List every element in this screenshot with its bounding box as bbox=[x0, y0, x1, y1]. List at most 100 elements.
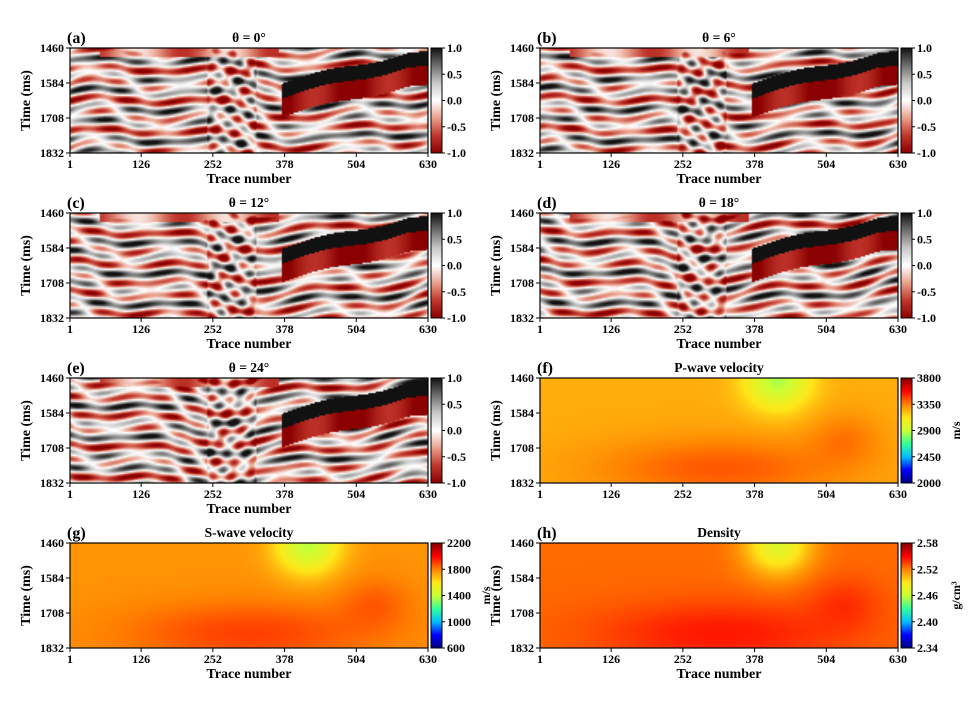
y-axis-label: Time (ms) bbox=[489, 400, 504, 461]
plot-frame bbox=[539, 377, 899, 484]
x-tick-label: 378 bbox=[746, 157, 764, 171]
x-tick-label: 252 bbox=[204, 652, 222, 666]
x-tick-label: 1 bbox=[67, 157, 73, 171]
colorbar-tick-label: -0.5 bbox=[917, 285, 936, 299]
panel-label: (a) bbox=[67, 30, 86, 47]
x-tick-label: 504 bbox=[347, 322, 365, 336]
colorbar bbox=[900, 377, 913, 484]
x-tick-label: 126 bbox=[132, 487, 150, 501]
colorbar-tick-label: 1000 bbox=[447, 615, 471, 629]
y-tick-label: 1708 bbox=[40, 276, 64, 290]
x-axis-label: Trace number bbox=[677, 172, 762, 187]
colorbar-tick-label: 3350 bbox=[917, 397, 941, 411]
colorbar-tick-label: 2200 bbox=[447, 536, 471, 550]
colorbar-tick-label: 0.0 bbox=[447, 259, 462, 273]
panel-h: (h) Density 1 126 252 378 504 630 1460 1584 1708 18… bbox=[489, 525, 963, 682]
y-tick-label: 1584 bbox=[40, 76, 64, 90]
y-tick-label: 1460 bbox=[40, 371, 64, 385]
y-tick-label: 1460 bbox=[40, 206, 64, 220]
plot-frame bbox=[539, 542, 899, 649]
colorbar-tick-label: -1.0 bbox=[917, 146, 936, 160]
panel-c: (c) θ = 12° 1 126 252 378 504 630 1460 1584 1708 18… bbox=[19, 195, 466, 352]
y-tick-label: 1584 bbox=[40, 571, 64, 585]
colorbar-tick-label: 0.5 bbox=[447, 67, 462, 81]
y-tick-label: 1460 bbox=[510, 371, 534, 385]
x-tick-label: 378 bbox=[276, 322, 294, 336]
x-tick-label: 378 bbox=[276, 487, 294, 501]
panel-e: (e) θ = 24° 1 126 252 378 504 630 1460 1584 1708 18… bbox=[19, 360, 466, 517]
x-tick-label: 1 bbox=[537, 322, 543, 336]
colorbar bbox=[430, 377, 443, 484]
colorbar-tick-label: 600 bbox=[447, 641, 465, 655]
x-axis-label: Trace number bbox=[677, 667, 762, 682]
colorbar-tick-label: 2.52 bbox=[917, 562, 938, 576]
x-tick-label: 630 bbox=[419, 157, 437, 171]
heatmap-image bbox=[540, 213, 898, 318]
panel-g: (g) S-wave velocity 1 126 252 378 504 630 1460 15… bbox=[19, 525, 493, 682]
x-axis-label: Trace number bbox=[207, 172, 292, 187]
y-axis-label: Time (ms) bbox=[19, 235, 34, 296]
y-axis-label: Time (ms) bbox=[19, 565, 34, 626]
heatmap-image bbox=[540, 48, 898, 153]
colorbar-tick-label: 2.40 bbox=[917, 615, 938, 629]
colorbar-tick-label: 0.5 bbox=[447, 232, 462, 246]
y-tick-label: 1832 bbox=[40, 311, 64, 325]
panel-title: S-wave velocity bbox=[205, 525, 294, 540]
plot-frame bbox=[69, 47, 429, 154]
colorbar bbox=[900, 542, 913, 649]
plot-frame bbox=[539, 212, 899, 319]
x-tick-label: 1 bbox=[537, 157, 543, 171]
x-tick-label: 504 bbox=[817, 487, 835, 501]
x-tick-label: 1 bbox=[67, 487, 73, 501]
y-tick-label: 1460 bbox=[40, 41, 64, 55]
colorbar-tick-label: 2.58 bbox=[917, 536, 938, 550]
panel-title: θ = 6° bbox=[702, 30, 736, 45]
panel-title: θ = 18° bbox=[699, 195, 739, 210]
x-tick-label: 252 bbox=[204, 487, 222, 501]
y-tick-label: 1708 bbox=[40, 606, 64, 620]
colorbar-tick-label: 1.0 bbox=[447, 371, 462, 385]
colorbar bbox=[430, 212, 443, 319]
colorbar-tick-label: 0.0 bbox=[447, 94, 462, 108]
colorbar-tick-label: 2.46 bbox=[917, 589, 938, 603]
x-tick-label: 630 bbox=[419, 322, 437, 336]
colorbar-unit: m/s bbox=[479, 586, 493, 604]
y-tick-label: 1584 bbox=[40, 406, 64, 420]
x-tick-label: 1 bbox=[537, 652, 543, 666]
panel-title: Density bbox=[697, 525, 741, 540]
x-tick-label: 126 bbox=[602, 322, 620, 336]
plot-frame bbox=[69, 212, 429, 319]
colorbar-tick-label: 3800 bbox=[917, 371, 941, 385]
x-tick-label: 252 bbox=[674, 322, 692, 336]
colorbar-tick-label: 0.0 bbox=[447, 424, 462, 438]
colorbar-tick-label: 0.5 bbox=[917, 67, 932, 81]
heatmap-image bbox=[540, 378, 898, 483]
colorbar-tick-label: 1800 bbox=[447, 562, 471, 576]
x-tick-label: 126 bbox=[132, 322, 150, 336]
y-tick-label: 1832 bbox=[510, 476, 534, 490]
panel-d: (d) θ = 18° 1 126 252 378 504 630 1460 1584 1708 18… bbox=[489, 195, 936, 352]
colorbar-tick-label: 0.0 bbox=[917, 94, 932, 108]
colorbar-tick-label: 0.5 bbox=[917, 232, 932, 246]
colorbar-tick-label: 1400 bbox=[447, 589, 471, 603]
colorbar-tick-label: 2000 bbox=[917, 476, 941, 490]
y-axis-label: Time (ms) bbox=[489, 565, 504, 626]
y-tick-label: 1832 bbox=[40, 146, 64, 160]
x-tick-label: 630 bbox=[889, 322, 907, 336]
plot-frame bbox=[69, 377, 429, 484]
colorbar-tick-label: 1.0 bbox=[917, 41, 932, 55]
y-tick-label: 1584 bbox=[40, 241, 64, 255]
y-tick-label: 1584 bbox=[510, 241, 534, 255]
colorbar-unit: g/cm³ bbox=[949, 581, 963, 610]
x-tick-label: 378 bbox=[276, 157, 294, 171]
x-tick-label: 126 bbox=[602, 157, 620, 171]
x-tick-label: 1 bbox=[537, 487, 543, 501]
x-tick-label: 126 bbox=[132, 157, 150, 171]
y-tick-label: 1584 bbox=[510, 571, 534, 585]
panel-label: (e) bbox=[67, 360, 85, 377]
colorbar-tick-label: -0.5 bbox=[447, 120, 466, 134]
plot-frame bbox=[539, 47, 899, 154]
y-axis-label: Time (ms) bbox=[19, 70, 34, 131]
y-tick-label: 1832 bbox=[40, 476, 64, 490]
colorbar-tick-label: 0.5 bbox=[447, 397, 462, 411]
